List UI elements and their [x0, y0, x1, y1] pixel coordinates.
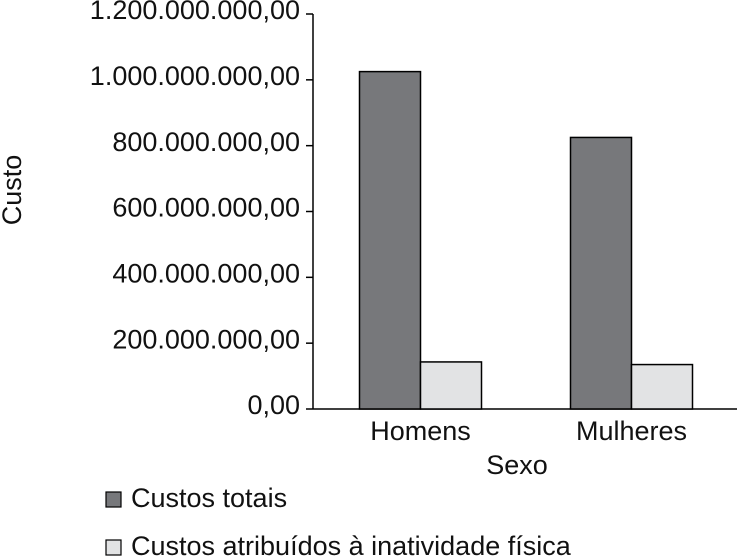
bar	[358, 70, 422, 410]
bar	[569, 136, 633, 410]
bar	[630, 363, 694, 410]
x-axis-title: Sexo	[486, 450, 548, 480]
legend-label: Custos totais	[131, 483, 287, 513]
y-tick-label: 800.000.000,00	[112, 127, 300, 157]
legend-swatch	[105, 491, 122, 508]
legend-label: Custos atribuídos à inatividade física	[131, 531, 572, 560]
y-tick-label: 1.000.000.000,00	[90, 61, 300, 91]
y-tick-label: 0,00	[247, 390, 300, 420]
x-tick-label: Mulheres	[576, 416, 687, 446]
y-tick-label: 600.000.000,00	[112, 193, 300, 223]
y-tick-label: 400.000.000,00	[112, 258, 300, 288]
x-tick-label: Homens	[370, 416, 471, 446]
y-tick-label: 1.200.000.000,00	[90, 0, 300, 25]
legend-swatch	[105, 539, 122, 556]
y-axis-title: Custo	[0, 155, 27, 226]
bar	[419, 361, 483, 410]
y-tick-label: 200.000.000,00	[112, 324, 300, 354]
